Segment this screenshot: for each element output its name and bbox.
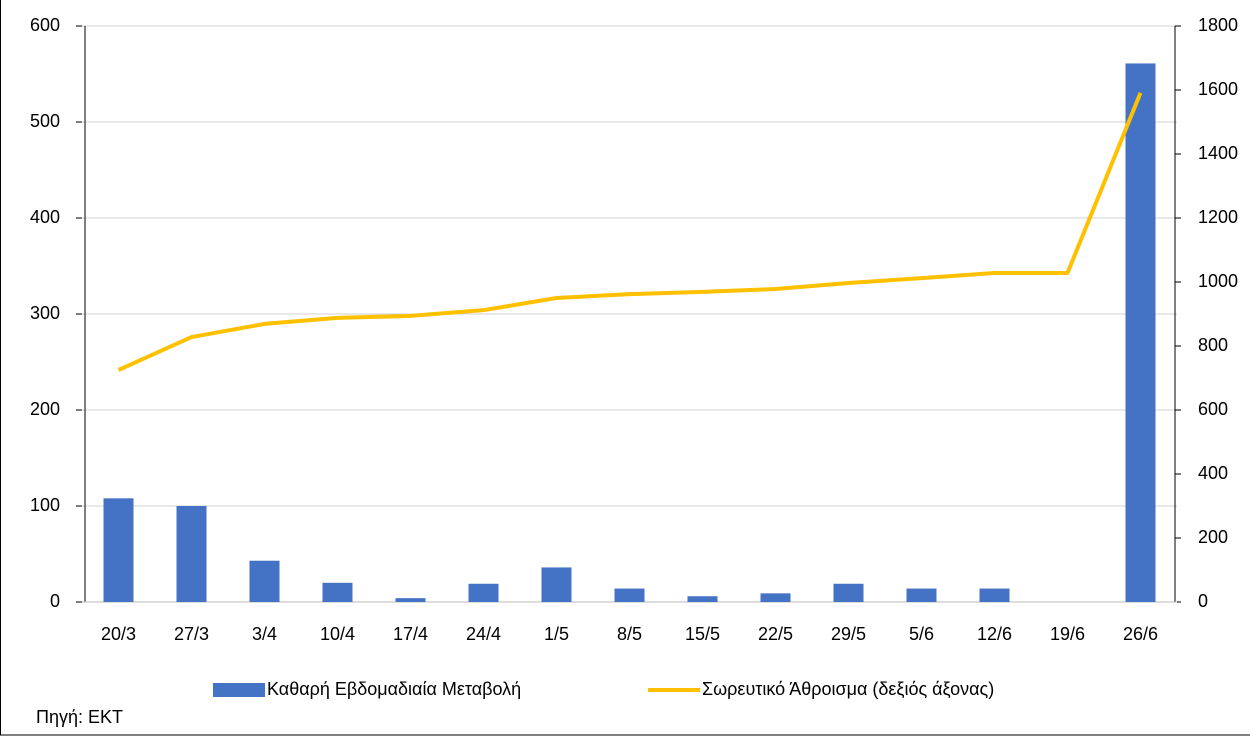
- x-tick-label: 1/5: [544, 624, 569, 644]
- y-tick-label: 0: [50, 591, 60, 611]
- y-tick-label: 400: [30, 207, 60, 227]
- bar: [834, 584, 864, 602]
- bar: [761, 593, 791, 602]
- legend-label: Σωρευτικό Άθροισμα (δεξιός άξονας): [702, 679, 994, 699]
- bar: [323, 583, 353, 602]
- y-tick-label: 600: [30, 15, 60, 35]
- x-tick-label: 15/5: [685, 624, 720, 644]
- x-tick-label: 17/4: [393, 624, 428, 644]
- x-tick-label: 27/3: [174, 624, 209, 644]
- y-tick-label: 500: [30, 111, 60, 131]
- y-tick-label: 200: [30, 399, 60, 419]
- y2-tick-label: 1000: [1198, 271, 1238, 291]
- bar: [469, 584, 499, 602]
- x-tick-label: 22/5: [758, 624, 793, 644]
- y2-tick-label: 1600: [1198, 79, 1238, 99]
- x-tick-label: 24/4: [466, 624, 501, 644]
- y2-tick-label: 800: [1198, 335, 1228, 355]
- source-note: Πηγή: ΕΚΤ: [36, 707, 123, 727]
- x-tick-label: 12/6: [977, 624, 1012, 644]
- legend-swatch: [213, 683, 265, 697]
- x-tick-label: 10/4: [320, 624, 355, 644]
- y2-tick-label: 0: [1198, 591, 1208, 611]
- y2-tick-label: 1800: [1198, 15, 1238, 35]
- y-tick-label: 100: [30, 495, 60, 515]
- bar: [688, 596, 718, 602]
- bar: [250, 561, 280, 602]
- bar: [1126, 63, 1156, 602]
- line: [119, 93, 1141, 370]
- y2-tick-label: 400: [1198, 463, 1228, 483]
- x-tick-label: 8/5: [617, 624, 642, 644]
- x-tick-label: 20/3: [101, 624, 136, 644]
- x-tick-label: 26/6: [1123, 624, 1158, 644]
- x-tick-label: 29/5: [831, 624, 866, 644]
- bar: [542, 567, 572, 602]
- bar: [396, 598, 426, 602]
- y2-tick-label: 200: [1198, 527, 1228, 547]
- x-tick-label: 3/4: [252, 624, 277, 644]
- y2-tick-label: 1200: [1198, 207, 1238, 227]
- y2-tick-label: 1400: [1198, 143, 1238, 163]
- bar: [104, 498, 134, 602]
- bar: [615, 589, 645, 602]
- bar: [907, 589, 937, 602]
- x-tick-label: 19/6: [1050, 624, 1085, 644]
- legend-label: Καθαρή Εβδομαδιαία Μεταβολή: [267, 679, 521, 699]
- x-tick-label: 5/6: [909, 624, 934, 644]
- bar: [980, 589, 1010, 602]
- y-tick-label: 300: [30, 303, 60, 323]
- bar: [177, 506, 207, 602]
- y2-tick-label: 600: [1198, 399, 1228, 419]
